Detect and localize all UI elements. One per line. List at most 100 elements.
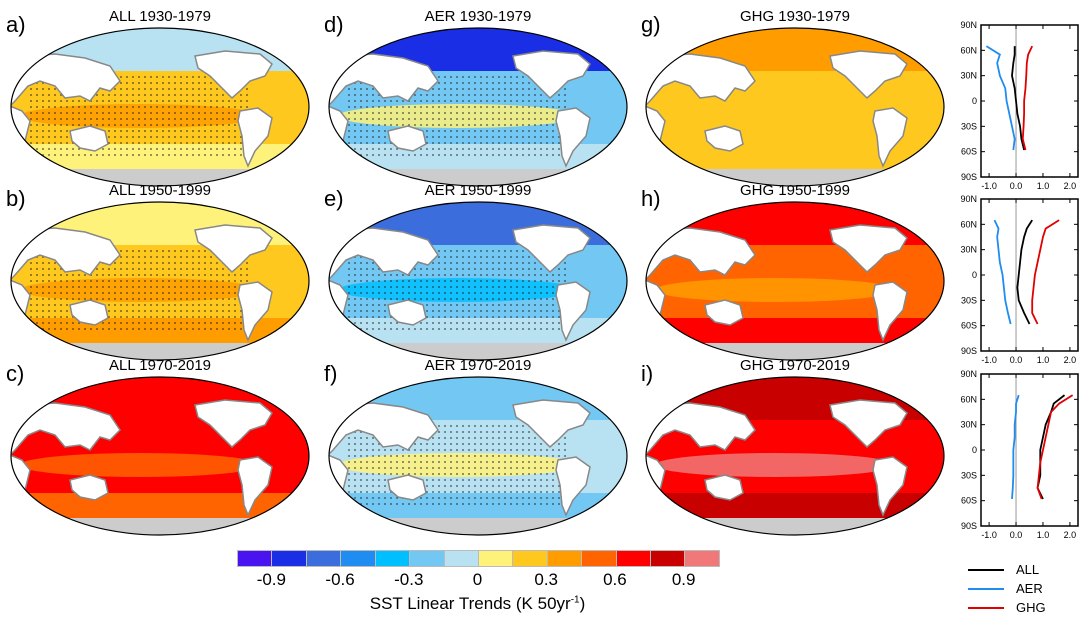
- x-tick-label: 0.0: [1010, 181, 1023, 189]
- colorbar-swatch: [651, 551, 686, 566]
- colorbar-tick: -0.6: [325, 570, 355, 589]
- colorbar-tick: 0.3: [534, 570, 559, 589]
- colorbar-swatch: [685, 551, 719, 566]
- continent: [872, 107, 908, 168]
- y-tick-label: 60N: [960, 45, 977, 55]
- map-panel-h: GHG 1950-1999 h): [641, 182, 945, 362]
- continent: [512, 224, 591, 274]
- sst-trend-map: [645, 376, 945, 536]
- profile-line-aer: [985, 45, 1016, 151]
- panel-label: i): [641, 361, 654, 386]
- continent: [194, 224, 273, 274]
- y-tick-label: 30N: [960, 420, 977, 430]
- southern-ocean: [646, 318, 944, 343]
- sst-trend-map: [645, 201, 945, 361]
- colorbar-title-sup: -1: [570, 594, 580, 606]
- colorbar-swatch: [306, 551, 342, 566]
- legend-ghg: GHG: [968, 598, 1046, 617]
- continent: [646, 227, 756, 282]
- profile-line-all: [1016, 219, 1033, 325]
- panel-label: c): [6, 361, 25, 386]
- x-tick-label: 1.0: [1037, 530, 1050, 538]
- colorbar-swatch: [513, 551, 548, 566]
- map-border: [328, 27, 628, 187]
- map-border: [10, 376, 310, 536]
- colorbar: [237, 550, 720, 567]
- continent: [555, 107, 591, 168]
- y-tick-label: 60N: [960, 219, 977, 229]
- profile-line-aer: [1011, 394, 1020, 500]
- antarctica: [329, 518, 627, 535]
- sst-trend-map: [328, 27, 628, 187]
- sst-trend-map: [328, 376, 628, 536]
- y-tick-label: 30S: [961, 295, 977, 305]
- x-tick-label: 2.0: [1064, 355, 1077, 363]
- continent: [512, 50, 591, 100]
- y-tick-label: 60N: [960, 394, 977, 404]
- y-tick-label: 60S: [961, 147, 977, 157]
- profile-line-all: [1011, 46, 1025, 151]
- continent: [237, 281, 273, 342]
- continent: [829, 399, 908, 449]
- map-panel-a: ALL 1930-1979 a): [6, 8, 310, 188]
- plot-frame: [980, 24, 1079, 178]
- sst-trend-map: [10, 27, 310, 187]
- map-panel-b: ALL 1950-1999 b): [6, 182, 310, 362]
- panel-label: d): [324, 12, 344, 37]
- continent: [69, 125, 109, 152]
- colorbar-ticks: -0.9 -0.6 -0.3 0 0.3 0.6 0.9: [237, 570, 718, 590]
- southern-ocean: [11, 493, 309, 518]
- y-tick-label: 90S: [961, 346, 977, 356]
- map-panel-i: GHG 1970-2019 i): [641, 357, 945, 537]
- profile-line-all: [1036, 394, 1066, 500]
- colorbar-swatch: [547, 551, 583, 566]
- panel-title: GHG 1970-2019: [739, 357, 851, 374]
- panel-label: g): [641, 12, 661, 37]
- colorbar-tick: -0.3: [394, 570, 424, 589]
- map-panel-g: GHG 1930-1979 g): [641, 8, 945, 188]
- sst-trend-map: [10, 376, 310, 536]
- panel-label: e): [324, 186, 344, 211]
- sst-trend-map: [645, 27, 945, 187]
- colorbar-swatch: [375, 551, 411, 566]
- profile-line-ghg: [1036, 394, 1074, 500]
- profile-plot-1970-2019: 90N 60N 30N 0 30S 60S 90S -1.0 0.0 1.0 2.0: [960, 369, 1079, 538]
- continent: [387, 299, 427, 326]
- tropical-band: [655, 278, 895, 302]
- southern-ocean: [646, 493, 944, 518]
- colorbar-swatch: [238, 551, 273, 566]
- x-tick-label: -1.0: [981, 530, 997, 538]
- continent: [194, 50, 273, 100]
- y-tick-label: 30S: [961, 470, 977, 480]
- x-tick-label: 0.0: [1010, 530, 1023, 538]
- continent: [829, 224, 908, 274]
- colorbar-title-end: ): [579, 594, 586, 613]
- continent: [329, 402, 439, 457]
- continent: [69, 474, 109, 501]
- colorbar-tick: 0.9: [671, 570, 696, 589]
- continent: [11, 227, 121, 282]
- legend-aer: AER: [968, 579, 1046, 598]
- x-tick-label: -1.0: [981, 355, 997, 363]
- continent: [387, 125, 427, 152]
- continent: [512, 399, 591, 449]
- y-tick-label: 90S: [961, 172, 977, 182]
- y-tick-label: 90N: [960, 194, 977, 204]
- y-tick-label: 30N: [960, 71, 977, 81]
- y-tick-label: 0: [972, 445, 977, 455]
- continent: [69, 299, 109, 326]
- panel-title: ALL 1950-1999: [108, 182, 212, 199]
- panel-title: ALL 1930-1979: [108, 8, 212, 25]
- y-tick-label: 90S: [961, 521, 977, 531]
- profile-legend: ALL AER GHG: [968, 560, 1046, 617]
- continent: [11, 53, 121, 108]
- panel-title: AER 1930-1979: [424, 8, 532, 25]
- southern-ocean: [646, 144, 944, 169]
- antarctica: [646, 518, 944, 535]
- map-border: [10, 201, 310, 361]
- map-panel-e: AER 1950-1999 e): [324, 182, 628, 362]
- profile-plot-1930-1979: 90N 60N 30N 0 30S 60S 90S -1.0 0.0 1.0 2.0: [960, 20, 1079, 189]
- map-panel-c: ALL 1970-2019 c): [6, 357, 310, 537]
- legend-all: ALL: [968, 560, 1046, 579]
- panel-title: AER 1970-2019: [424, 357, 532, 374]
